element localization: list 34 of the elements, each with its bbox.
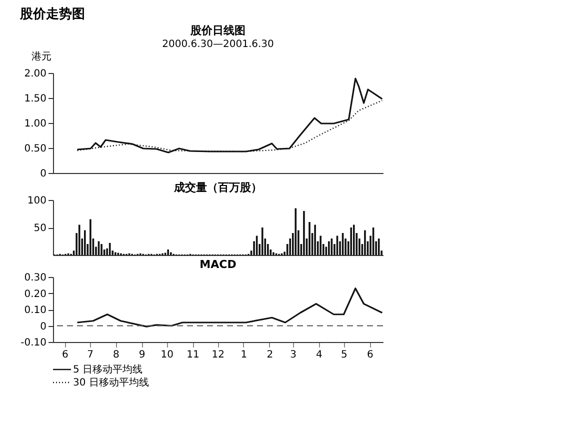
x-tick-label: 7 bbox=[87, 350, 94, 360]
x-tick-label: 6 bbox=[366, 350, 374, 360]
chart-title: 股价日线图 bbox=[190, 24, 246, 37]
y-tick-label: 50 bbox=[34, 223, 46, 234]
y-tick-label: 1.50 bbox=[24, 94, 46, 104]
chart-title: MACD bbox=[200, 258, 236, 271]
x-tick-label: 8 bbox=[112, 350, 120, 360]
x-tick-label: 4 bbox=[316, 350, 322, 360]
line-series bbox=[76, 288, 383, 328]
y-tick-label: 0.30 bbox=[24, 272, 46, 284]
x-tick-label: 10 bbox=[160, 350, 174, 360]
y-tick-label: 0 bbox=[40, 168, 46, 180]
legend-label: 5 日移动平均线 bbox=[73, 364, 143, 376]
y-tick-label: 0.10 bbox=[24, 305, 46, 316]
y-tick-label: 2.00 bbox=[24, 68, 46, 80]
chart-title: 成交量（百万股） bbox=[173, 181, 262, 194]
x-tick-label: 1 bbox=[240, 350, 248, 360]
chart-subtitle: 2000.6.30—2001.6.30 bbox=[162, 39, 274, 50]
x-tick-label: 6 bbox=[62, 350, 68, 360]
x-tick-label: 3 bbox=[290, 350, 296, 360]
y-tick-label: 0.20 bbox=[24, 288, 46, 300]
y-tick-label: 0 bbox=[40, 321, 46, 332]
y-tick-label: 100 bbox=[27, 196, 46, 206]
x-tick-label: 9 bbox=[138, 350, 146, 360]
x-tick-label: 2 bbox=[266, 350, 274, 360]
x-tick-label: 5 bbox=[341, 350, 348, 360]
y-tick-label: -0.10 bbox=[20, 338, 46, 348]
y-tick-label: 1.00 bbox=[24, 118, 46, 130]
text: 股价走势图 bbox=[19, 6, 86, 22]
legend-label: 30 日移动平均线 bbox=[73, 376, 149, 388]
x-tick-label: 11 bbox=[186, 350, 200, 360]
x-tick-label: 12 bbox=[212, 350, 224, 360]
y-axis-title: 港元 bbox=[32, 50, 52, 62]
y-tick-label: 0.50 bbox=[24, 144, 46, 154]
